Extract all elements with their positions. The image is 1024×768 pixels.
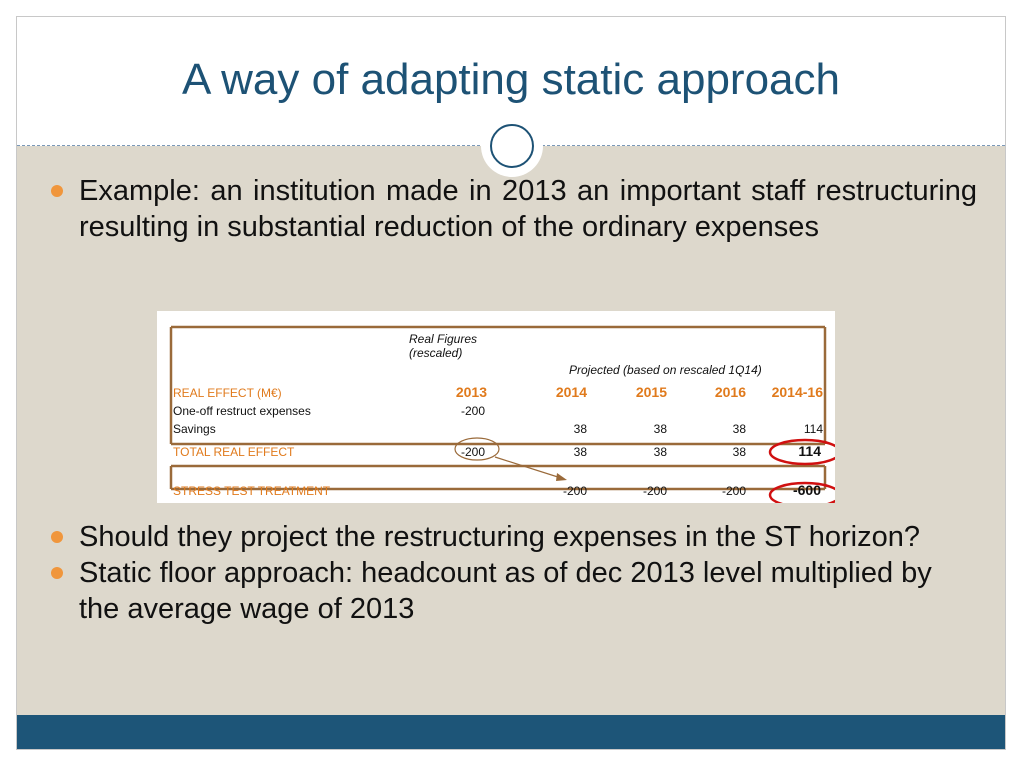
header-real-line1: Real Figures <box>409 332 477 346</box>
row-label-savings: Savings <box>173 422 216 436</box>
bullet-item: Should they project the restructuring ex… <box>51 519 977 555</box>
bullet-text: Example: an institution made in 2013 an … <box>79 175 977 243</box>
footer-bar <box>17 715 1005 749</box>
bullet-list-bottom: Should they project the restructuring ex… <box>51 519 977 627</box>
bullet-dot-icon <box>51 531 63 543</box>
row-label-stress: STRESS TEST TREATMENT <box>173 484 331 498</box>
annotation-arrow-line <box>494 456 562 479</box>
cell-stress-total: -600 <box>793 482 821 498</box>
bullet-text: Static floor approach: headcount as of d… <box>79 557 932 625</box>
year-header-2013: 2013 <box>456 384 487 400</box>
expense-table-svg: Real Figures (rescaled) Projected (based… <box>169 325 835 503</box>
year-header-2016: 2016 <box>715 384 746 400</box>
cell-savings-2014: 38 <box>574 422 588 436</box>
highlight-stress-circle <box>768 481 835 503</box>
bullet-text: Should they project the restructuring ex… <box>79 521 920 553</box>
cell-savings-total: 114 <box>804 422 823 436</box>
arrow-head-icon <box>556 473 567 481</box>
cell-total-2016: 38 <box>733 445 747 459</box>
expense-table: Real Figures (rescaled) Projected (based… <box>157 311 835 503</box>
slide-title: A way of adapting static approach <box>182 55 840 104</box>
bullet-dot-icon <box>51 185 63 197</box>
slide: A way of adapting static approach Exampl… <box>16 16 1006 750</box>
highlight-total-circle <box>768 438 835 466</box>
row-label-oneoff: One-off restruct expenses <box>173 404 311 418</box>
cell-total-2014: 38 <box>574 445 588 459</box>
section-label: REAL EFFECT (M€) <box>173 386 282 400</box>
year-header-total: 2014-16 <box>772 384 824 400</box>
bullet-item: Example: an institution made in 2013 an … <box>51 173 977 245</box>
bullet-dot-icon <box>51 567 63 579</box>
highlight-2013-ellipse <box>454 437 500 461</box>
ring-inner <box>490 124 534 168</box>
ring-ornament-icon <box>481 115 543 177</box>
cell-total-total: 114 <box>798 443 821 459</box>
year-header-2014: 2014 <box>556 384 587 400</box>
cell-total-2013: -200 <box>461 445 485 459</box>
cell-stress-2015: -200 <box>643 484 667 498</box>
cell-oneoff-2013: -200 <box>461 404 485 418</box>
bullet-item: Static floor approach: headcount as of d… <box>51 555 977 627</box>
cell-savings-2016: 38 <box>733 422 747 436</box>
year-header-2015: 2015 <box>636 384 667 400</box>
cell-total-2015: 38 <box>654 445 668 459</box>
header-real-line2: (rescaled) <box>409 346 462 360</box>
cell-stress-2014: -200 <box>563 484 587 498</box>
header-projected: Projected (based on rescaled 1Q14) <box>569 363 762 377</box>
cell-stress-2016: -200 <box>722 484 746 498</box>
bullet-list-top: Example: an institution made in 2013 an … <box>51 173 977 245</box>
row-label-total: TOTAL REAL EFFECT <box>173 445 295 459</box>
cell-savings-2015: 38 <box>654 422 668 436</box>
